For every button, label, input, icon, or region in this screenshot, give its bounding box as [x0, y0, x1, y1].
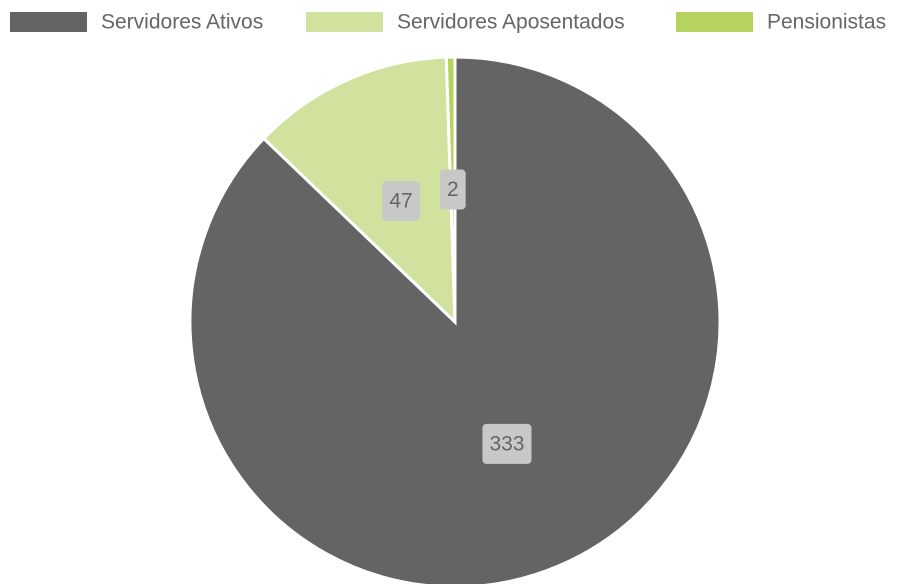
pie-slice [261, 55, 457, 326]
data-label: 333 [489, 432, 524, 455]
legend-swatch [676, 12, 753, 32]
legend-label: Pensionistas [767, 11, 886, 34]
data-label-box [482, 423, 532, 464]
pie-slice [188, 55, 722, 584]
legend-swatch [10, 12, 87, 32]
data-label-box [439, 169, 466, 210]
legend-label: Servidores Ativos [101, 11, 263, 34]
legend-label: Servidores Aposentados [397, 11, 625, 34]
data-label: 47 [389, 190, 412, 213]
data-label-box [382, 180, 420, 221]
data-label: 2 [447, 178, 459, 201]
legend-swatch [306, 12, 383, 32]
